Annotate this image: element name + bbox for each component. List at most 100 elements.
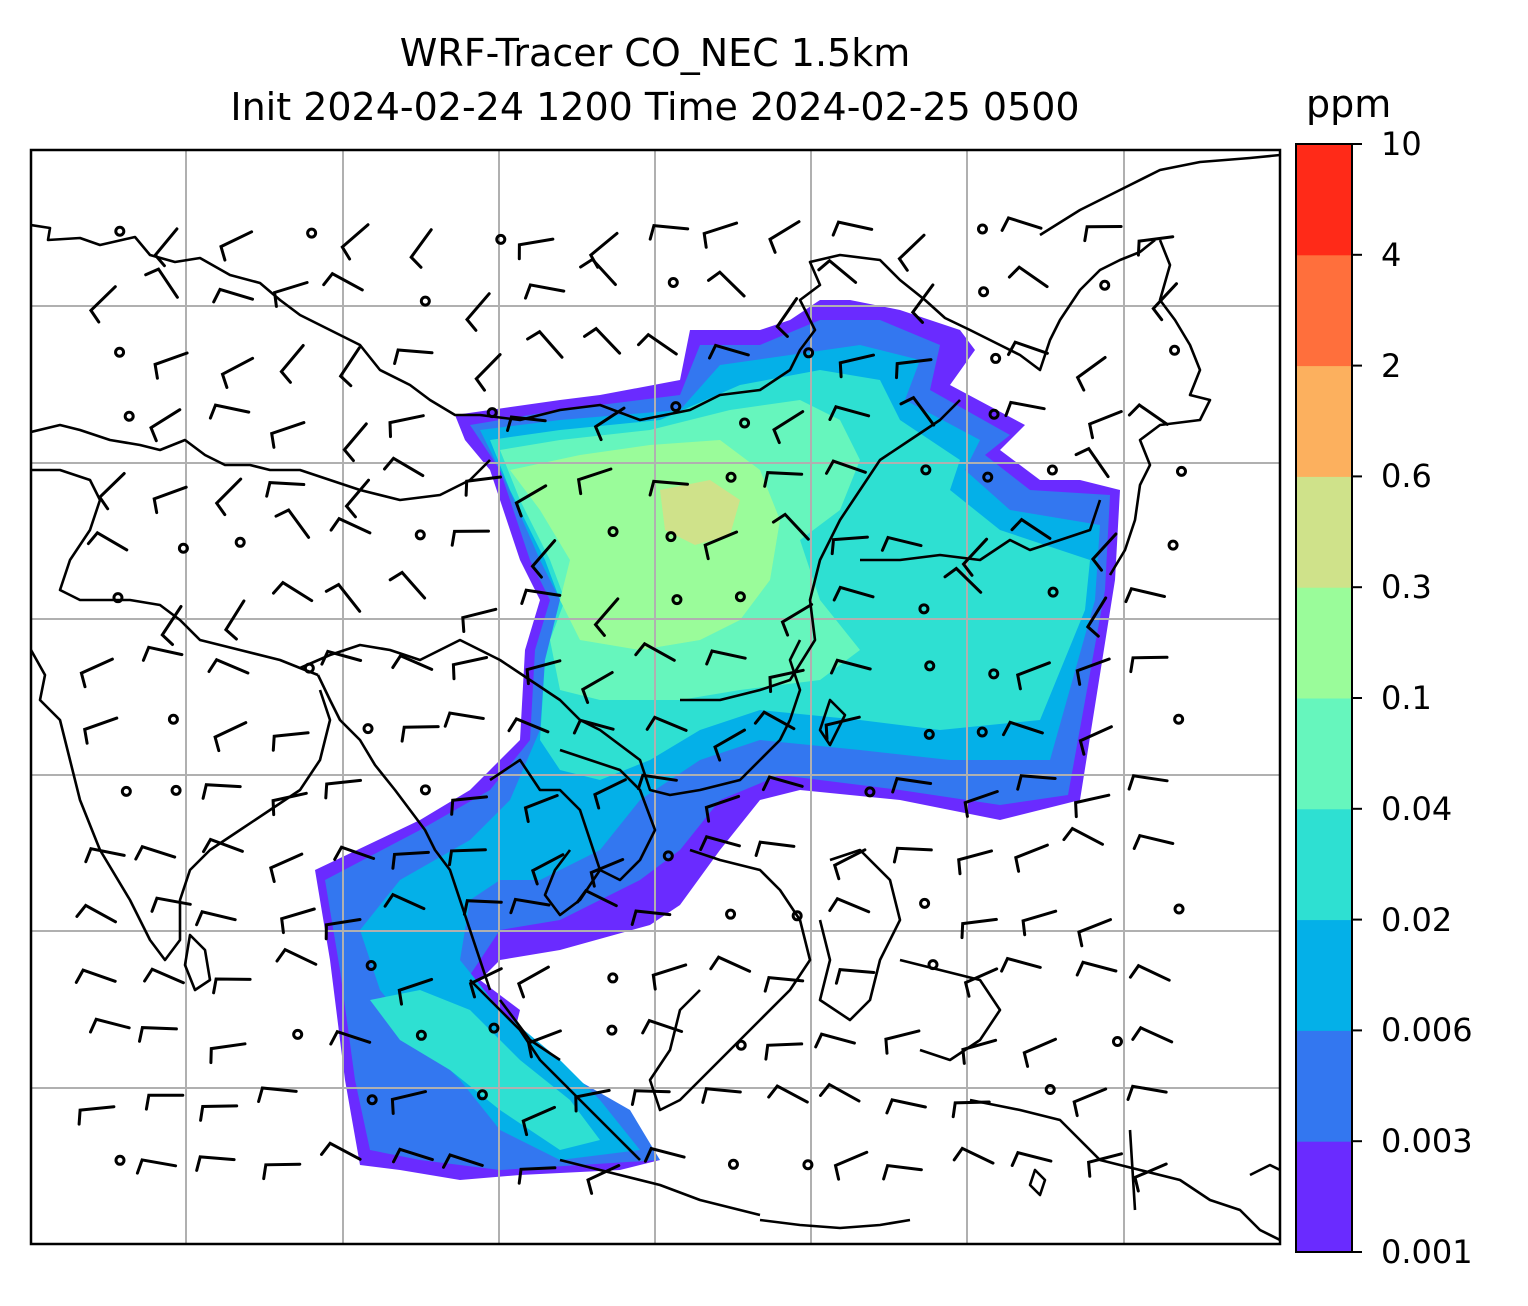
colorbar-tick-label: 0.02 — [1381, 900, 1453, 939]
wind-barb — [340, 223, 370, 261]
wind-barb — [593, 778, 627, 810]
calm-wind-marker — [735, 1039, 747, 1051]
wind-barb — [526, 329, 564, 359]
wind-barb — [274, 508, 311, 539]
wind-barb — [1000, 956, 1042, 973]
wind-barb — [1074, 446, 1110, 479]
wind-barb — [442, 1153, 484, 1169]
wind-barb — [819, 1082, 861, 1103]
wind-barb — [144, 267, 179, 299]
wind-barb — [699, 835, 741, 851]
calm-wind-marker — [419, 295, 431, 307]
wind-barb — [342, 422, 368, 463]
calm-wind-marker — [1046, 464, 1058, 476]
wind-barb — [77, 1105, 116, 1126]
wind-barb — [830, 535, 869, 556]
wind-barb — [1000, 216, 1043, 232]
wind-barb — [1085, 596, 1108, 638]
wind-barb — [772, 410, 805, 445]
map-title-line2: Init 2024-02-24 1200 Time 2024-02-25 050… — [230, 85, 1080, 129]
wind-barb — [390, 1090, 427, 1115]
wind-barb — [269, 852, 304, 883]
wind-barb — [1075, 356, 1107, 392]
wind-barb — [333, 845, 376, 861]
wind-barb — [704, 794, 741, 823]
calm-wind-marker — [292, 1028, 304, 1040]
coastlines-borders — [31, 153, 1280, 1242]
wind-barb — [152, 485, 188, 515]
wind-barb — [524, 283, 566, 300]
wind-barb — [952, 1146, 995, 1165]
wind-barb — [262, 1162, 302, 1181]
colorbar-segment — [1296, 476, 1352, 588]
wind-barb — [634, 641, 676, 662]
wind-barb — [1136, 235, 1175, 257]
wind-barb — [1131, 1025, 1174, 1044]
wind-barb — [768, 220, 801, 254]
calm-wind-marker — [1099, 279, 1111, 291]
wind-barb — [468, 967, 503, 999]
calm-wind-marker — [1169, 344, 1181, 356]
wind-barb — [708, 343, 750, 360]
calm-wind-marker — [112, 592, 124, 604]
wind-barb — [1075, 960, 1118, 977]
wind-barb — [1021, 909, 1058, 937]
calm-wind-marker — [366, 1094, 378, 1106]
wind-barb — [509, 897, 551, 915]
wind-barb — [265, 481, 306, 498]
colorbar-segment — [1296, 698, 1352, 810]
wind-barb — [833, 1150, 869, 1181]
calm-wind-marker — [488, 1022, 500, 1034]
wind-barb — [320, 1141, 362, 1161]
calm-wind-marker — [990, 352, 1002, 364]
wind-barb — [517, 1166, 557, 1185]
wind-barb — [207, 657, 250, 675]
calm-wind-marker — [671, 594, 683, 606]
wind-barb — [713, 728, 746, 762]
wind-barbs — [74, 216, 1187, 1195]
calm-wind-marker — [419, 784, 431, 796]
calm-wind-marker — [120, 785, 132, 797]
wind-barb — [824, 715, 861, 741]
wind-barb — [884, 1029, 921, 1055]
wind-barb — [530, 853, 565, 886]
wind-barb — [709, 955, 752, 973]
wind-barb — [464, 475, 502, 497]
wind-barb — [1016, 774, 1057, 791]
calm-wind-marker — [303, 662, 315, 674]
wind-barb — [223, 599, 246, 641]
calm-wind-marker — [976, 726, 988, 738]
wind-barb — [763, 975, 805, 993]
wind-barb — [1133, 1162, 1168, 1193]
calm-wind-marker — [114, 346, 126, 358]
colorbar — [1295, 143, 1362, 1253]
wind-barb — [257, 1086, 298, 1103]
wind-barb — [899, 395, 936, 427]
colorbar-unit: ppm — [1306, 82, 1392, 126]
colorbar-segment — [1296, 365, 1352, 477]
wind-barb — [516, 965, 550, 999]
wind-barb — [830, 658, 872, 675]
calm-wind-marker — [667, 276, 679, 288]
colorbar-tick-label: 0.006 — [1381, 1011, 1473, 1050]
wind-barb — [828, 405, 871, 421]
wind-barb — [271, 731, 310, 752]
wind-barb — [153, 227, 179, 268]
wind-barb — [201, 783, 242, 800]
wind-barb — [474, 353, 502, 392]
wind-barb — [1127, 774, 1169, 791]
colorbar-tick-label: 0.6 — [1381, 457, 1432, 496]
colorbar-segment — [1296, 1141, 1352, 1253]
wind-barb — [443, 711, 485, 728]
colorbar-tick-label: 0.3 — [1381, 568, 1432, 607]
calm-wind-marker — [665, 531, 677, 543]
wind-barb — [576, 888, 618, 908]
wind-barb — [143, 967, 185, 985]
wind-barb — [322, 271, 364, 292]
wind-barb — [705, 649, 747, 666]
wind-barb — [383, 892, 426, 911]
calm-wind-marker — [988, 408, 1000, 420]
wind-barb — [275, 947, 318, 966]
calm-wind-marker — [727, 1158, 739, 1170]
wind-barb — [703, 530, 739, 561]
